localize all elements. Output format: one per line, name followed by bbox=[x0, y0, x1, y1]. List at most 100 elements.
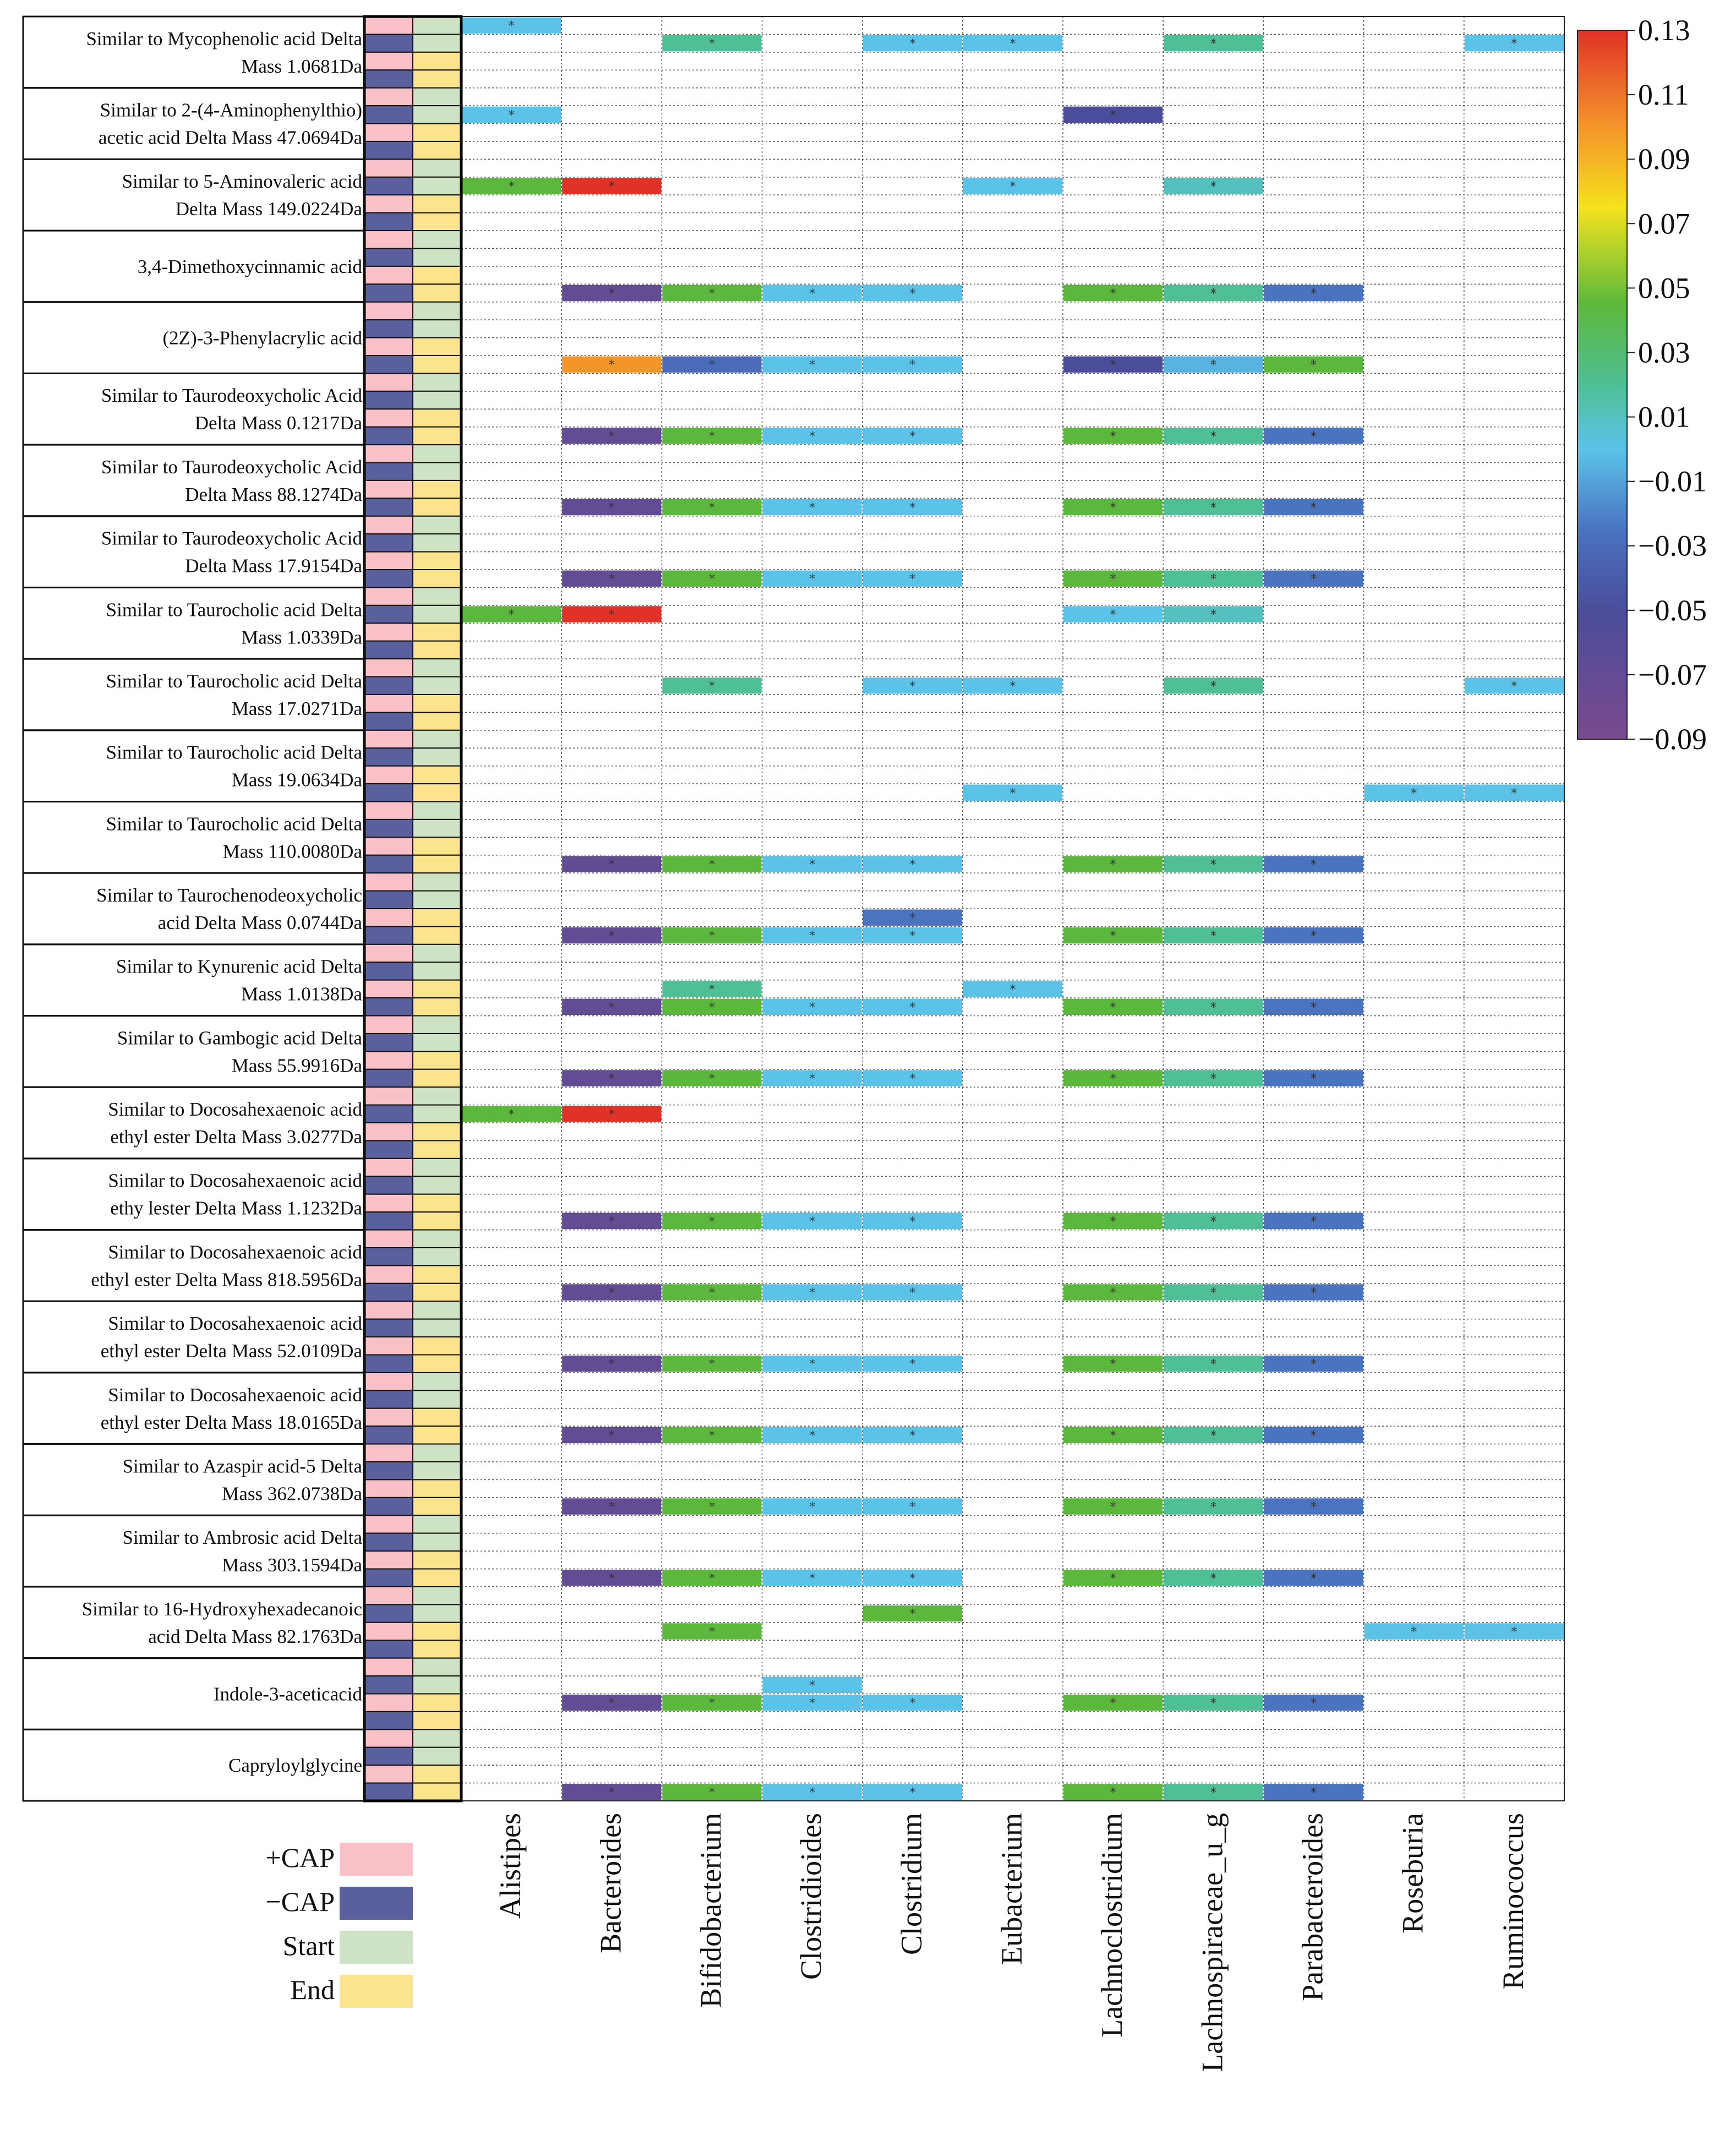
significance-marker: * bbox=[1110, 930, 1116, 943]
significance-marker: * bbox=[1311, 501, 1317, 515]
heatmap-cell bbox=[862, 1070, 962, 1086]
heatmap-cell bbox=[1264, 1498, 1363, 1515]
metabolite-label: Mass 110.0080Da bbox=[223, 840, 363, 862]
cap-annotation-cell bbox=[364, 1140, 413, 1159]
significance-marker: * bbox=[909, 1286, 915, 1300]
heatmap-cell bbox=[762, 1784, 862, 1800]
heatmap-cell bbox=[963, 981, 1063, 997]
time-annotation-cell bbox=[412, 87, 462, 107]
heatmap-cell bbox=[862, 1212, 962, 1230]
significance-marker: * bbox=[909, 1358, 915, 1372]
significance-marker: * bbox=[909, 501, 915, 515]
legend-label: End bbox=[290, 1974, 335, 2005]
legend-swatch bbox=[340, 1887, 413, 1920]
heatmap-cell bbox=[1264, 499, 1363, 516]
heatmap-cell bbox=[1164, 178, 1263, 194]
time-annotation-cell bbox=[412, 1443, 462, 1463]
significance-marker: * bbox=[709, 1215, 715, 1228]
time-annotation-cell bbox=[412, 979, 462, 999]
significance-marker: * bbox=[709, 858, 715, 872]
cap-annotation-cell bbox=[364, 1425, 413, 1445]
cap-annotation-cell bbox=[364, 1211, 413, 1231]
cap-annotation-cell bbox=[364, 1532, 413, 1552]
time-annotation-cell bbox=[412, 693, 462, 713]
heatmap-cell bbox=[662, 1498, 762, 1515]
heatmap-cell bbox=[462, 17, 561, 34]
significance-marker: * bbox=[1110, 1500, 1116, 1514]
heatmap-cell bbox=[862, 998, 962, 1015]
significance-marker: * bbox=[609, 1358, 615, 1372]
time-annotation-cell bbox=[412, 1729, 462, 1748]
heatmap-cell bbox=[562, 606, 662, 622]
cap-annotation-cell bbox=[364, 105, 413, 124]
genus-label: Parabacteroides bbox=[1296, 1813, 1329, 2001]
legend-swatch bbox=[340, 1931, 413, 1964]
significance-marker: * bbox=[609, 1572, 615, 1586]
heatmap-cell bbox=[662, 285, 762, 302]
time-annotation-cell bbox=[412, 301, 462, 321]
cap-annotation-cell bbox=[364, 587, 413, 606]
significance-marker: * bbox=[1311, 1429, 1317, 1443]
significance-marker: * bbox=[1210, 37, 1216, 51]
significance-marker: * bbox=[1210, 1001, 1216, 1014]
significance-marker: * bbox=[1110, 1286, 1116, 1300]
significance-marker: * bbox=[1311, 572, 1317, 586]
metabolite-label: Similar to Taurocholic acid Delta bbox=[106, 599, 363, 620]
heatmap-cell bbox=[862, 570, 962, 587]
metabolite-label: Similar to Ambrosic acid Delta bbox=[123, 1527, 363, 1548]
annotation-columns bbox=[363, 15, 463, 1803]
cap-annotation-cell bbox=[364, 1640, 413, 1659]
time-annotation-cell bbox=[412, 176, 462, 196]
time-annotation-cell bbox=[412, 248, 462, 267]
significance-marker: * bbox=[909, 430, 915, 444]
metabolite-label: Similar to 5-Aminovaleric acid bbox=[122, 171, 363, 192]
time-annotation-cell bbox=[412, 801, 462, 820]
heatmap-cell bbox=[462, 106, 561, 123]
metabolite-label: Similar to 2-(4-Aminophenylthio) bbox=[100, 100, 362, 121]
significance-marker: * bbox=[609, 1786, 615, 1800]
significance-marker: * bbox=[1110, 608, 1116, 622]
cap-annotation-cell bbox=[364, 962, 413, 981]
heatmap-cell bbox=[562, 178, 662, 194]
cap-annotation-cell bbox=[364, 1193, 413, 1213]
significance-marker: * bbox=[1311, 1500, 1317, 1514]
time-annotation-cell bbox=[412, 533, 462, 553]
significance-marker: * bbox=[609, 501, 615, 515]
time-annotation-cell bbox=[412, 1657, 462, 1677]
heatmap-cell bbox=[1264, 927, 1363, 944]
heatmap-cell bbox=[862, 499, 962, 516]
heatmap-cell bbox=[1264, 285, 1363, 302]
significance-marker: * bbox=[709, 1001, 715, 1014]
cap-annotation-cell bbox=[364, 1229, 413, 1248]
significance-marker: * bbox=[709, 1429, 715, 1443]
heatmap-cell bbox=[862, 285, 962, 302]
metabolite-label: Mass 362.0738Da bbox=[222, 1483, 362, 1504]
significance-marker: * bbox=[709, 1697, 715, 1711]
significance-marker: * bbox=[809, 1697, 815, 1711]
heatmap-cell bbox=[1164, 35, 1263, 52]
significance-marker: * bbox=[1210, 1697, 1216, 1711]
significance-marker: * bbox=[709, 1286, 715, 1300]
significance-marker: * bbox=[1210, 858, 1216, 872]
significance-marker: * bbox=[1311, 1215, 1317, 1228]
cap-annotation-cell bbox=[364, 604, 413, 624]
heatmap-cell bbox=[862, 678, 962, 694]
significance-marker: * bbox=[909, 1608, 915, 1621]
significance-marker: * bbox=[709, 1500, 715, 1514]
significance-marker: * bbox=[909, 1001, 915, 1014]
heatmap-cell bbox=[1063, 356, 1163, 373]
heatmap-cell bbox=[1063, 1694, 1163, 1711]
heatmap-cell bbox=[963, 678, 1063, 694]
cap-annotation-cell bbox=[364, 1068, 413, 1088]
significance-marker: * bbox=[609, 430, 615, 444]
heatmap-cell bbox=[562, 1212, 662, 1230]
significance-marker: * bbox=[809, 1572, 815, 1586]
metabolite-label-box bbox=[22, 1086, 365, 1160]
cap-annotation-cell bbox=[364, 87, 413, 107]
significance-marker: * bbox=[809, 1286, 815, 1300]
significance-marker: * bbox=[709, 680, 715, 693]
genus-label: Eubacterium bbox=[995, 1813, 1028, 1965]
significance-marker: * bbox=[1210, 430, 1216, 444]
time-annotation-cell bbox=[412, 337, 462, 356]
